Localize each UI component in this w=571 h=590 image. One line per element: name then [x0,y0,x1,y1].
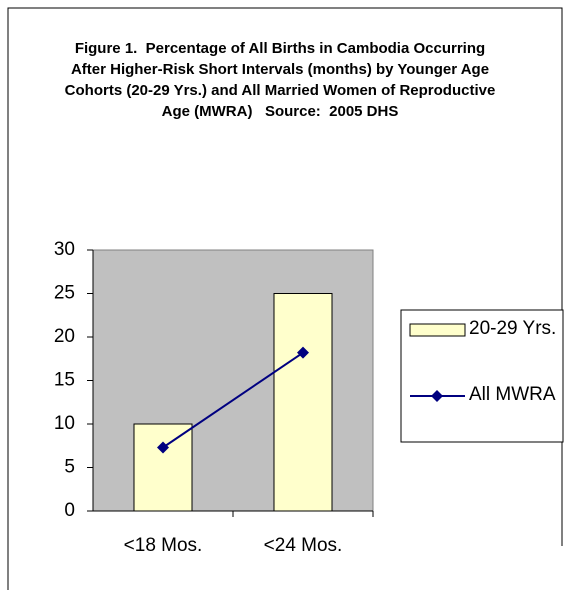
legend-swatch [409,323,466,337]
legend-label: 20-29 Yrs. [469,318,557,339]
y-tick-label: 20 [54,326,75,347]
x-tick-label: <24 Mos. [264,535,343,556]
chart-title: Figure 1. Percentage of All Births in Ca… [64,40,499,120]
marker [157,441,169,454]
marker [297,346,309,359]
y-tick-label: 15 [54,370,75,391]
legend-marker [431,390,443,402]
line [162,351,304,449]
bar [133,423,193,512]
frame [7,7,563,590]
legend-label: All MWRA [469,384,556,405]
y-tick-label: 0 [64,500,75,521]
x-tick-label: <18 Mos. [124,535,203,556]
y-tick-label: 10 [54,413,75,434]
y-tick-label: 5 [64,457,75,478]
bar [273,293,333,512]
y-tick-label: 30 [54,239,75,260]
y-tick-label: 25 [54,283,75,304]
